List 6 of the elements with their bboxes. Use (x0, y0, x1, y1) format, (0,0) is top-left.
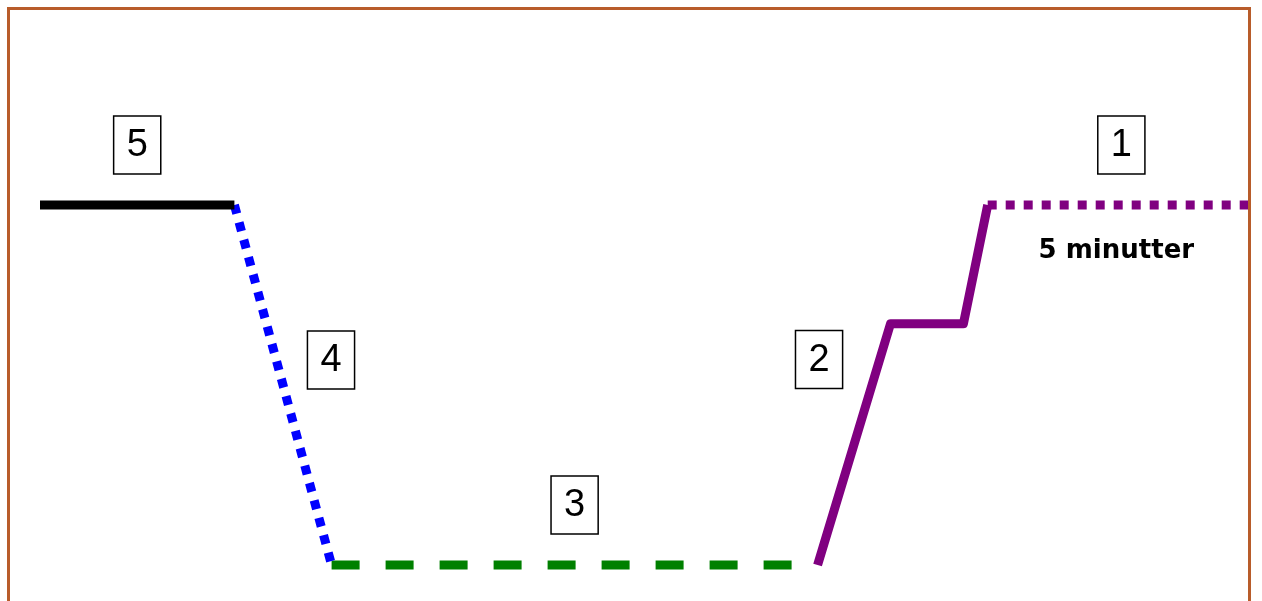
series-label: 2 (808, 336, 830, 379)
series-label: 5 (126, 122, 148, 165)
series-label: 4 (320, 337, 342, 380)
annotation: 5 minutter (1038, 233, 1195, 264)
series-label: 1 (1110, 122, 1132, 165)
series-label: 3 (564, 482, 586, 525)
